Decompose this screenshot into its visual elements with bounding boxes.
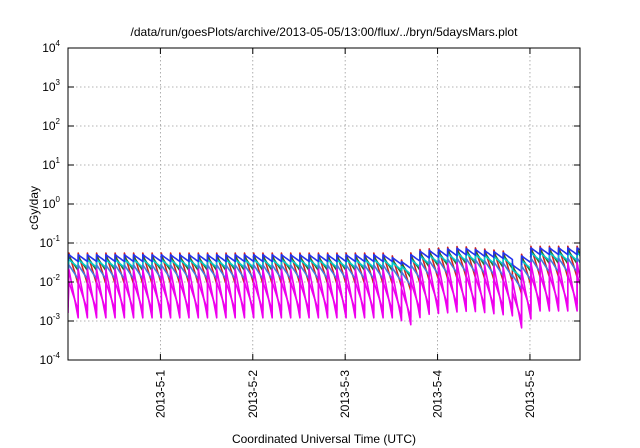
series-lines (68, 245, 580, 329)
y-tick-label: 103 (42, 78, 60, 94)
x-tick-label: 2013-5-2 (246, 370, 260, 418)
chart-title: /data/run/goesPlots/archive/2013-05-05/1… (131, 25, 519, 39)
y-tick-label: 101 (42, 156, 60, 172)
x-tick-label: 2013-5-5 (523, 370, 537, 418)
x-tick-label: 2013-5-1 (153, 370, 167, 418)
x-tick-label: 2013-5-3 (338, 370, 352, 418)
y-tick-label: 10-4 (40, 351, 61, 367)
y-tick-label: 10-2 (40, 273, 61, 289)
y-tick-label: 102 (42, 117, 60, 133)
series-line-4 (68, 247, 580, 273)
y-tick-label: 10-1 (40, 234, 61, 250)
y-axis-label: cGy/day (27, 186, 41, 230)
x-axis-label: Coordinated Universal Time (UTC) (232, 432, 416, 446)
y-tick-label: 10-3 (40, 312, 61, 328)
series-line-7 (68, 274, 580, 322)
y-tick-label: 100 (42, 195, 60, 211)
x-tick-label: 2013-5-4 (431, 370, 445, 418)
y-tick-label: 104 (42, 39, 60, 55)
axes: 10-4 10-3 10-2 10-1 100 101 102 103 104 2013-5-1 2… (40, 39, 581, 418)
